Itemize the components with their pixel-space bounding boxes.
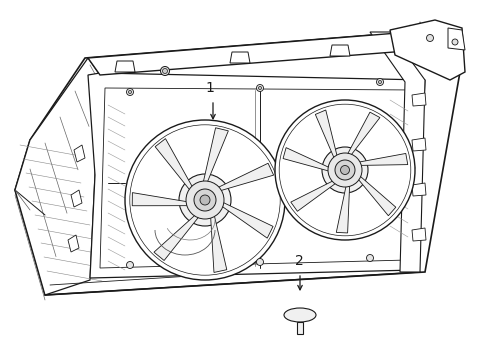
Polygon shape <box>68 235 79 252</box>
Ellipse shape <box>274 100 414 240</box>
Ellipse shape <box>376 78 383 86</box>
Polygon shape <box>354 153 407 166</box>
Polygon shape <box>411 228 425 241</box>
Polygon shape <box>329 45 349 56</box>
Polygon shape <box>345 112 379 158</box>
Ellipse shape <box>129 125 280 275</box>
Polygon shape <box>411 183 425 196</box>
Polygon shape <box>88 73 424 278</box>
Polygon shape <box>217 200 272 238</box>
Ellipse shape <box>256 85 263 91</box>
Ellipse shape <box>160 67 169 76</box>
Ellipse shape <box>126 261 133 269</box>
Polygon shape <box>71 190 82 207</box>
Ellipse shape <box>179 174 230 226</box>
Ellipse shape <box>256 258 263 266</box>
Ellipse shape <box>366 255 373 261</box>
Polygon shape <box>315 110 337 162</box>
Ellipse shape <box>327 153 361 187</box>
Ellipse shape <box>125 120 285 280</box>
Ellipse shape <box>340 166 349 175</box>
Polygon shape <box>283 148 332 172</box>
Polygon shape <box>229 52 249 63</box>
Text: 1: 1 <box>204 81 213 95</box>
Polygon shape <box>15 58 100 295</box>
Ellipse shape <box>378 81 381 84</box>
Polygon shape <box>155 139 195 194</box>
Polygon shape <box>296 322 303 334</box>
Ellipse shape <box>426 35 433 41</box>
Ellipse shape <box>279 104 410 236</box>
Ellipse shape <box>126 89 133 95</box>
Polygon shape <box>100 88 414 268</box>
Polygon shape <box>447 28 464 50</box>
Ellipse shape <box>258 86 261 90</box>
Polygon shape <box>88 30 444 75</box>
Polygon shape <box>290 179 339 211</box>
Ellipse shape <box>162 68 167 73</box>
Polygon shape <box>15 30 459 295</box>
Ellipse shape <box>451 39 457 45</box>
Polygon shape <box>411 93 425 106</box>
Polygon shape <box>369 32 424 272</box>
Text: 2: 2 <box>294 254 303 268</box>
Polygon shape <box>74 145 85 162</box>
Ellipse shape <box>334 160 354 180</box>
Polygon shape <box>154 212 202 261</box>
Polygon shape <box>355 173 395 216</box>
Ellipse shape <box>284 308 315 322</box>
Polygon shape <box>202 128 228 187</box>
Polygon shape <box>336 181 349 233</box>
Ellipse shape <box>128 90 131 94</box>
Polygon shape <box>115 61 135 72</box>
Polygon shape <box>389 20 464 80</box>
Polygon shape <box>411 138 425 151</box>
Ellipse shape <box>321 147 367 193</box>
Ellipse shape <box>194 189 216 211</box>
Polygon shape <box>132 193 193 206</box>
Ellipse shape <box>185 181 224 219</box>
Polygon shape <box>213 163 273 192</box>
Polygon shape <box>210 210 226 273</box>
Ellipse shape <box>200 195 209 205</box>
